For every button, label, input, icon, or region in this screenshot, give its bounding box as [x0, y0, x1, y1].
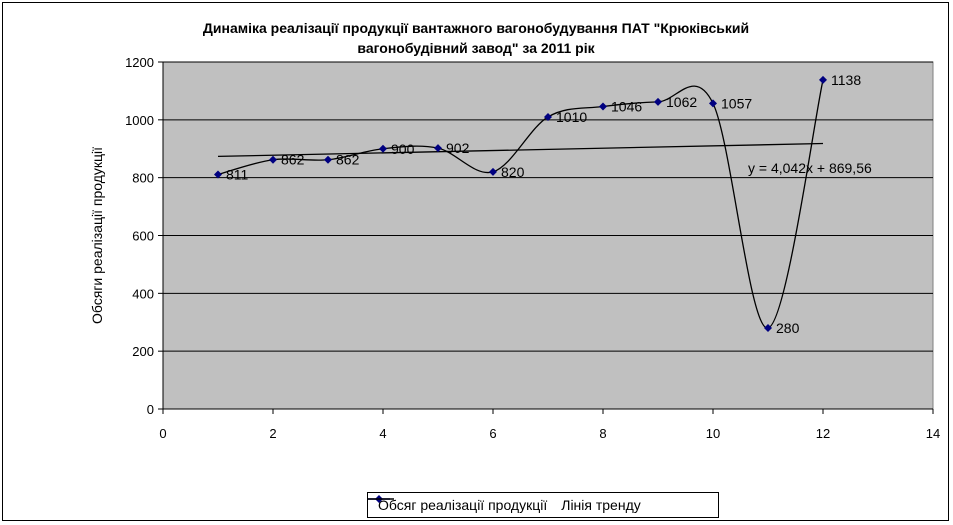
data-label: 1057 — [721, 95, 752, 111]
trend-line — [217, 142, 824, 158]
data-point — [214, 170, 222, 179]
data-label: 1062 — [666, 94, 697, 110]
data-label: 820 — [501, 164, 525, 180]
data-label: 1010 — [556, 109, 587, 125]
legend-trend-swatch — [368, 498, 394, 500]
data-point — [489, 167, 497, 176]
data-point — [819, 75, 827, 84]
x-tick-label: 0 — [159, 426, 166, 441]
legend-item-trend: Лінія тренду — [368, 497, 641, 513]
legend-trend-label: Лінія тренду — [561, 497, 641, 513]
legend: Обсяг реалізації продукції Лінія тренду — [367, 492, 719, 518]
data-point — [379, 144, 387, 153]
x-tick-label: 10 — [706, 426, 720, 441]
y-axis-title: Обсяги реалізації продукції — [89, 147, 105, 324]
data-point — [709, 99, 717, 108]
data-label: 280 — [776, 320, 800, 336]
legend-item-series: Обсяг реалізації продукції — [368, 495, 548, 513]
y-tick-label: 0 — [147, 402, 154, 417]
y-tick-label: 800 — [132, 171, 154, 186]
y-tick-label: 1000 — [125, 113, 154, 128]
x-tick-label: 6 — [489, 426, 496, 441]
x-tick-label: 12 — [816, 426, 830, 441]
trend-equation: y = 4,042x + 869,56 — [748, 160, 872, 176]
data-point — [434, 144, 442, 153]
y-tick-label: 1200 — [125, 55, 154, 70]
data-label: 862 — [281, 152, 305, 168]
x-tick-label: 2 — [269, 426, 276, 441]
data-point — [544, 112, 552, 121]
data-point — [269, 155, 277, 164]
data-label: 811 — [226, 166, 249, 182]
chart-title: Динаміка реалізації продукції вантажного… — [202, 20, 750, 56]
data-point — [599, 102, 607, 111]
series-line — [217, 79, 824, 329]
data-point — [324, 155, 332, 164]
y-tick-label: 200 — [132, 344, 154, 359]
data-label: 1046 — [611, 99, 642, 115]
data-label: 902 — [446, 140, 470, 156]
data-label: 862 — [336, 152, 360, 168]
data-label: 1138 — [831, 72, 861, 88]
data-label: 900 — [391, 141, 415, 157]
legend-series-label: Обсяг реалізації продукції — [378, 497, 548, 513]
x-tick-label: 14 — [926, 426, 940, 441]
y-tick-label: 600 — [132, 229, 154, 244]
x-tick-label: 4 — [379, 426, 386, 441]
x-tick-label: 8 — [599, 426, 606, 441]
data-point — [764, 324, 772, 333]
data-point — [654, 97, 662, 106]
y-tick-label: 400 — [132, 286, 154, 301]
